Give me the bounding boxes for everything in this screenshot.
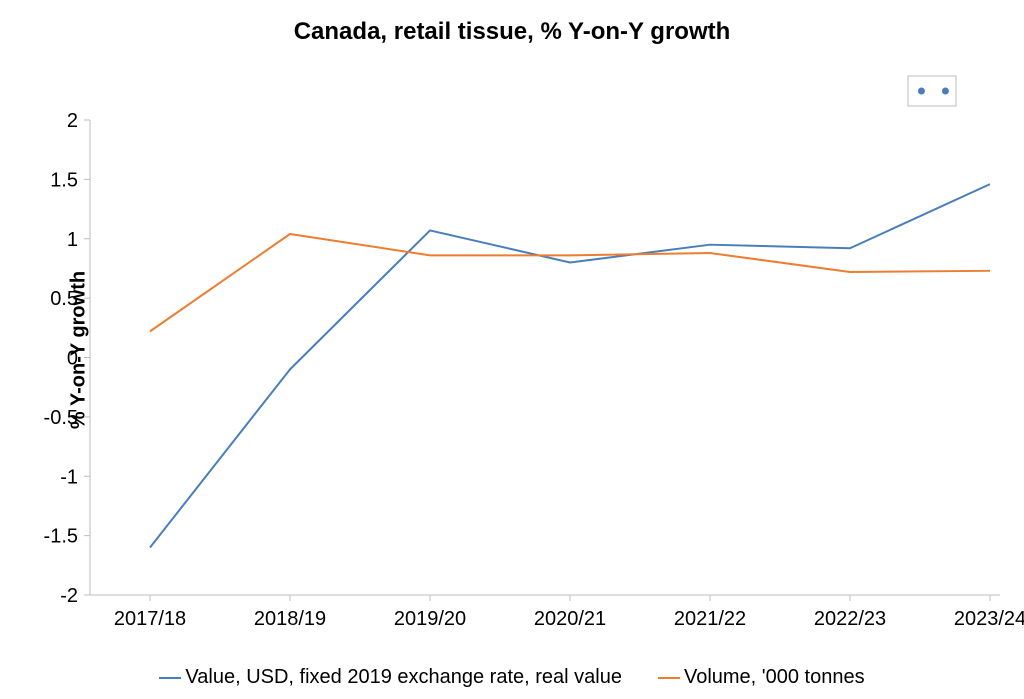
x-tick-label: 2021/22 [674,608,746,630]
legend-swatch [159,677,181,679]
y-tick-label: 1.5 [50,169,78,191]
y-tick-label: 0 [67,348,78,370]
legend-swatch [658,677,680,679]
legend-label: Value, USD, fixed 2019 exchange rate, re… [185,666,622,688]
x-tick-label: 2022/23 [814,608,886,630]
y-tick-label: -1.5 [44,526,78,548]
y-tick-label: 2 [67,110,78,132]
corner-marker-dot [918,88,925,95]
x-tick-label: 2023/24 [954,608,1024,630]
x-tick-label: 2019/20 [394,608,466,630]
legend-label: Volume, '000 tonnes [684,666,865,688]
y-tick-label: -2 [60,585,78,607]
y-tick-label: -1 [60,466,78,488]
series-line-0 [150,184,990,547]
legend: Value, USD, fixed 2019 exchange rate, re… [0,666,1024,689]
chart-container: Canada, retail tissue, % Y-on-Y growth %… [0,0,1024,699]
x-tick-label: 2020/21 [534,608,606,630]
x-tick-label: 2017/18 [114,608,186,630]
legend-item: Value, USD, fixed 2019 exchange rate, re… [159,666,622,689]
y-tick-label: 1 [67,229,78,251]
series-line-1 [150,234,990,331]
legend-item: Volume, '000 tonnes [658,666,865,689]
corner-marker-dot [942,88,949,95]
chart-svg: -2 -1.5 -1 -0.5 0 0.5 1 1.5 2 2017/18 2018/19 2019/… [0,0,1024,699]
x-tick-label: 2018/19 [254,608,326,630]
y-tick-label: -0.5 [44,407,78,429]
y-tick-label: 0.5 [50,288,78,310]
